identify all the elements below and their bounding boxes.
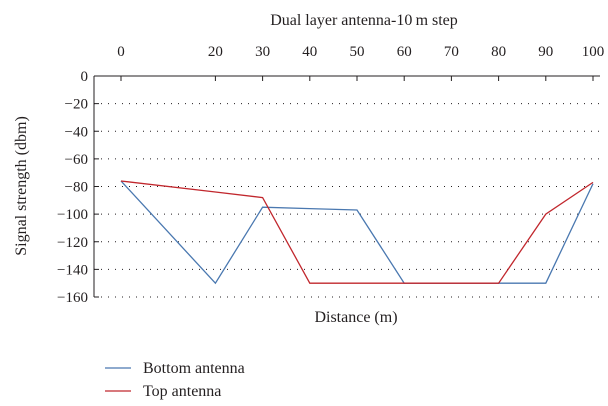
y-tick-label: −80	[65, 180, 88, 196]
x-tick-label: 80	[491, 44, 506, 60]
x-axis-ticks: 0 20 30 40 50 60 70 80 90 100	[117, 44, 604, 81]
series-lines	[120, 180, 594, 285]
chart-title: Dual layer antenna-10 m step	[270, 12, 458, 29]
x-tick-label: 100	[582, 44, 605, 60]
y-tick-label: −160	[57, 290, 88, 306]
y-tick-label: −140	[57, 262, 88, 278]
y-tick-label: −20	[65, 97, 88, 113]
y-tick-label: −60	[65, 152, 88, 168]
y-tick-label: −100	[57, 207, 88, 223]
y-axis-label: Signal strength (dbm)	[13, 116, 30, 256]
x-tick-label: 40	[302, 44, 317, 60]
legend-label: Top antenna	[143, 383, 221, 400]
y-tick-label: −40	[65, 124, 88, 140]
y-axis-ticks: 0 −20 −40 −60 −80 −100 −120 −140 −160	[57, 69, 99, 306]
y-tick-label: −120	[57, 235, 88, 251]
x-tick-label: 70	[444, 44, 459, 60]
series-line-top-antenna	[120, 180, 594, 284]
x-tick-label: 90	[538, 44, 553, 60]
x-tick-label: 20	[208, 44, 223, 60]
x-tick-label: 30	[255, 44, 270, 60]
legend-label: Bottom antenna	[143, 360, 245, 377]
legend: Bottom antenna Top antenna	[105, 360, 245, 400]
x-axis-label: Distance (m)	[314, 309, 397, 326]
x-tick-label: 50	[350, 44, 365, 60]
series-line-bottom-antenna	[120, 180, 594, 285]
y-tick-label: 0	[81, 69, 89, 85]
x-tick-label: 60	[397, 44, 412, 60]
x-tick-label: 0	[117, 44, 125, 60]
grid-lines	[94, 103, 600, 298]
